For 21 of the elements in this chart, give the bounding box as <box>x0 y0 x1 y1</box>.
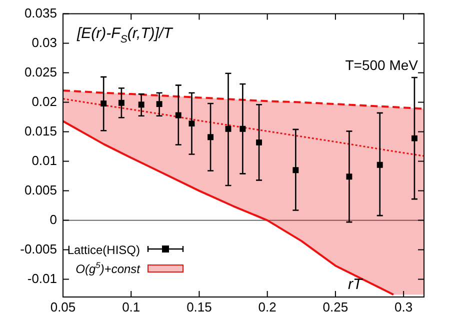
x-tick-label: 0.2 <box>258 299 276 314</box>
y-tick-label: 0 <box>50 212 57 227</box>
x-axis-title: rT <box>348 276 364 293</box>
y-tick-label: 0.03 <box>32 34 57 50</box>
y-tick-label: -0.01 <box>27 270 57 286</box>
x-tick-label: 0.15 <box>186 299 212 314</box>
x-tick-label: 0.25 <box>322 299 348 314</box>
annotation: T=500 MeV <box>345 56 419 73</box>
y-tick-label: 0.02 <box>32 94 57 109</box>
y-tick-label: 0.01 <box>32 152 57 168</box>
x-tick-label: 0.3 <box>394 299 413 314</box>
x-tick-label: 0.05 <box>50 299 76 314</box>
legend-label: Lattice(HISQ) <box>67 243 140 257</box>
y-tick-label: 0.025 <box>24 64 57 80</box>
line-series <box>63 98 424 157</box>
y-tick-label: -0.005 <box>20 241 57 256</box>
y-tick-label: 0.015 <box>24 123 57 138</box>
y-tick-label: 0.005 <box>24 182 57 198</box>
line-series <box>63 90 424 110</box>
y-tick-label: 0.035 <box>24 5 57 20</box>
x-tick-label: 0.1 <box>122 299 140 314</box>
